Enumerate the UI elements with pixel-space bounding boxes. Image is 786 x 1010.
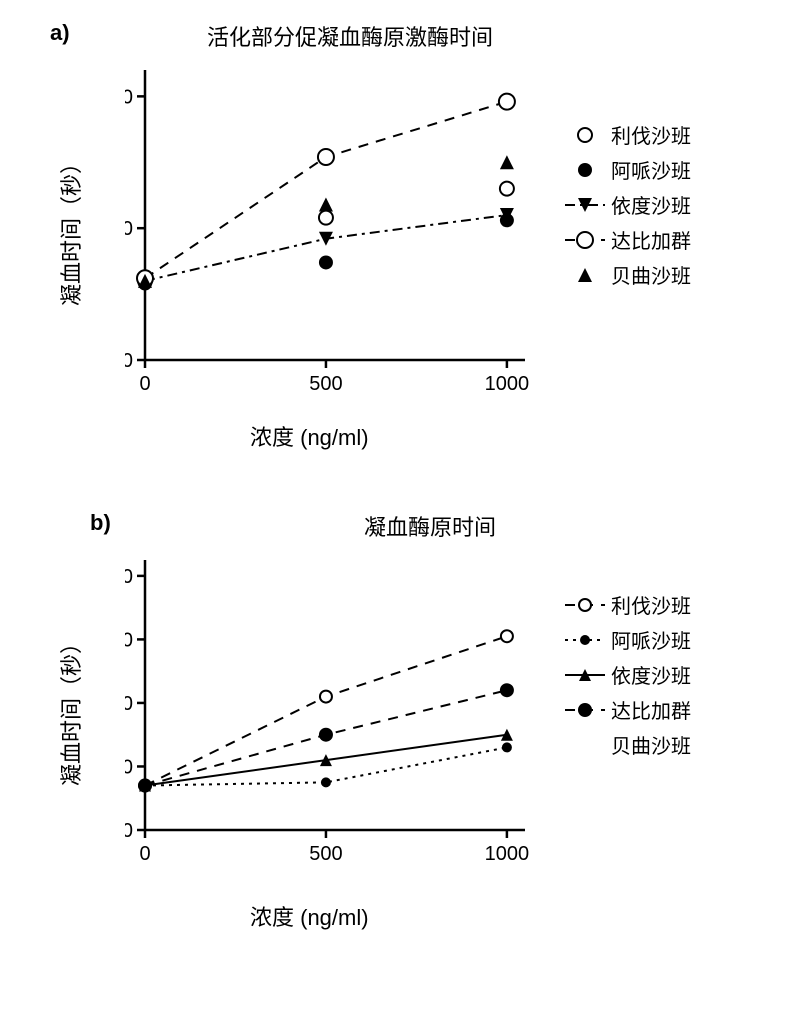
svg-text:1000: 1000 <box>485 373 530 390</box>
legend-label: 达比加群 <box>611 225 691 254</box>
svg-text:20: 20 <box>125 756 133 778</box>
svg-text:0: 0 <box>139 843 150 865</box>
chart-a-ylabel: 凝血时间（秒） <box>54 146 86 306</box>
legend-label: 贝曲沙班 <box>611 260 691 289</box>
svg-text:0: 0 <box>139 373 150 390</box>
legend-item: 贝曲沙班 <box>565 260 691 289</box>
chart-b-plot: 0 500 1000 0 20 40 60 80 <box>125 550 545 870</box>
svg-text:80: 80 <box>125 566 133 588</box>
legend-label: 依度沙班 <box>611 660 691 689</box>
chart-a-title: 活化部分促凝血酶原激酶时间 <box>160 20 540 52</box>
chart-panel-a: a) 活化部分促凝血酶原激酶时间 凝血时间（秒） 05001000050100 … <box>20 20 766 480</box>
legend-item: 达比加群 <box>565 695 691 724</box>
svg-text:500: 500 <box>309 373 342 390</box>
legend-item: 依度沙班 <box>565 660 691 689</box>
legend-item: 贝曲沙班 <box>565 730 691 759</box>
chart-a-xlabel: 浓度 (ng/ml) <box>250 420 369 452</box>
legend-label: 依度沙班 <box>611 190 691 219</box>
legend-label: 达比加群 <box>611 695 691 724</box>
chart-b-legend: 利伐沙班阿哌沙班依度沙班达比加群贝曲沙班 <box>565 590 691 765</box>
chart-panel-b: b) 凝血酶原时间 凝血时间（秒） 0 500 1000 0 20 40 60 80 浓度 (… <box>20 510 766 960</box>
svg-text:100: 100 <box>125 86 133 108</box>
panel-a-label: a) <box>50 20 70 46</box>
legend-item: 达比加群 <box>565 225 691 254</box>
chart-b-title: 凝血酶原时间 <box>290 510 570 542</box>
chart-a-plot: 0 500 1000 0 50 100 <box>125 60 545 390</box>
legend-item: 利伐沙班 <box>565 590 691 619</box>
svg-text:60: 60 <box>125 629 133 651</box>
legend-item: 依度沙班 <box>565 190 691 219</box>
legend-label: 利伐沙班 <box>611 590 691 619</box>
legend-item: 利伐沙班 <box>565 120 691 149</box>
legend-label: 贝曲沙班 <box>611 730 691 759</box>
svg-text:0: 0 <box>125 820 133 842</box>
legend-label: 阿哌沙班 <box>611 625 691 654</box>
svg-text:1000: 1000 <box>485 843 530 865</box>
legend-item: 阿哌沙班 <box>565 155 691 184</box>
svg-text:40: 40 <box>125 693 133 715</box>
chart-a-legend: 利伐沙班阿哌沙班依度沙班达比加群贝曲沙班 <box>565 120 691 295</box>
svg-text:500: 500 <box>309 843 342 865</box>
legend-label: 利伐沙班 <box>611 120 691 149</box>
svg-text:0: 0 <box>125 350 133 372</box>
panel-b-label: b) <box>90 510 111 536</box>
svg-text:50: 50 <box>125 218 133 240</box>
legend-label: 阿哌沙班 <box>611 155 691 184</box>
legend-item: 阿哌沙班 <box>565 625 691 654</box>
chart-b-ylabel: 凝血时间（秒） <box>54 626 86 786</box>
chart-b-xlabel: 浓度 (ng/ml) <box>250 900 369 932</box>
